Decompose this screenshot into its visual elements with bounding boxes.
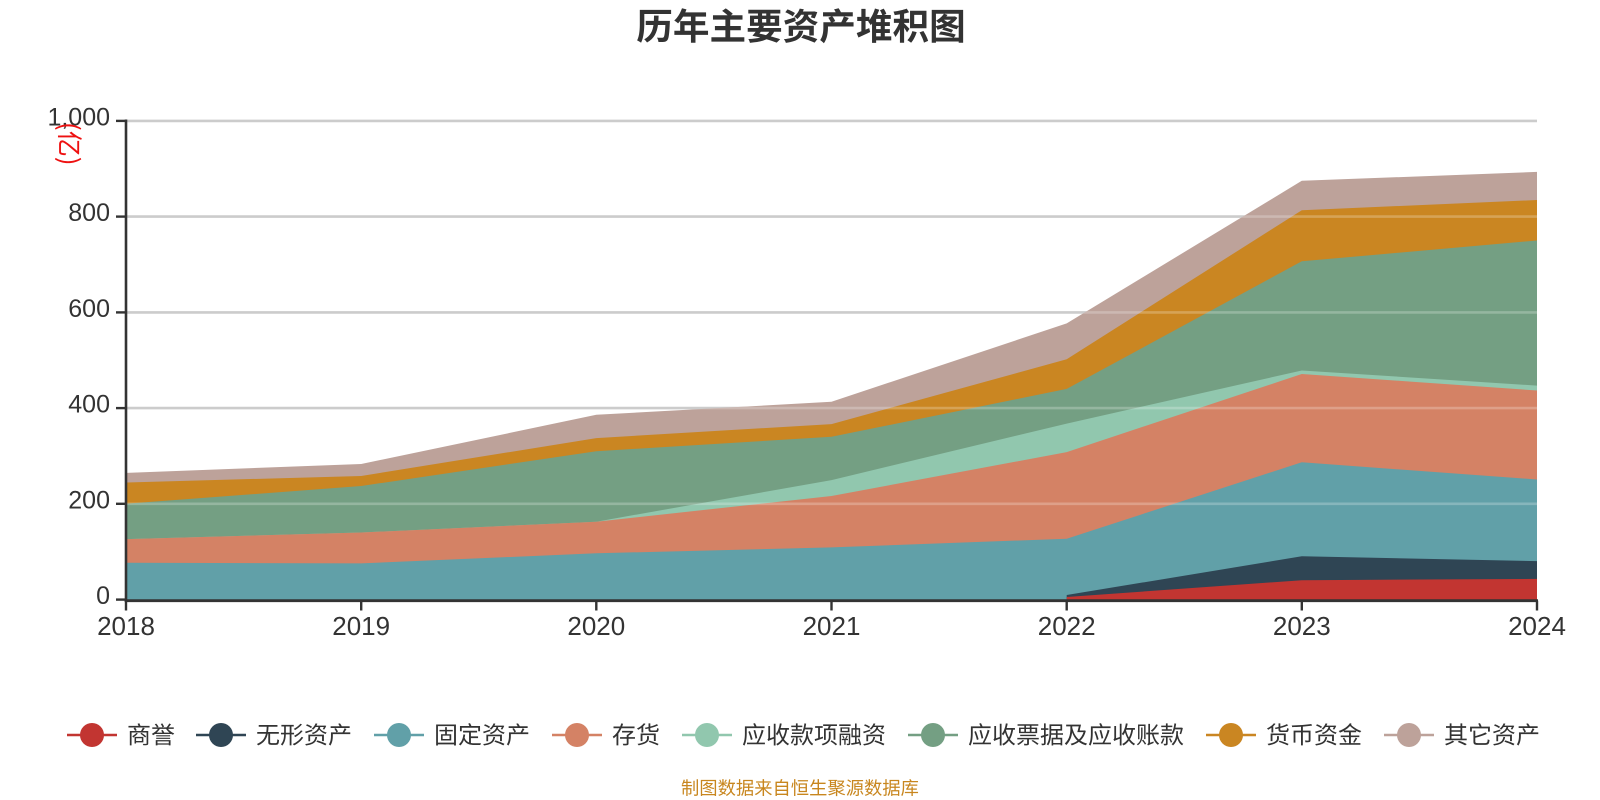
svg-text:2023: 2023 xyxy=(1273,611,1331,641)
svg-text:2024: 2024 xyxy=(1508,611,1566,641)
svg-text:2022: 2022 xyxy=(1038,611,1096,641)
svg-text:200: 200 xyxy=(68,486,110,514)
svg-text:2019: 2019 xyxy=(332,611,390,641)
svg-text:0: 0 xyxy=(96,582,110,610)
svg-text:2021: 2021 xyxy=(803,611,861,641)
svg-text:600: 600 xyxy=(68,295,110,323)
svg-text:2020: 2020 xyxy=(567,611,625,641)
svg-text:2018: 2018 xyxy=(97,611,155,641)
svg-text:400: 400 xyxy=(68,391,110,419)
svg-text:800: 800 xyxy=(68,199,110,227)
